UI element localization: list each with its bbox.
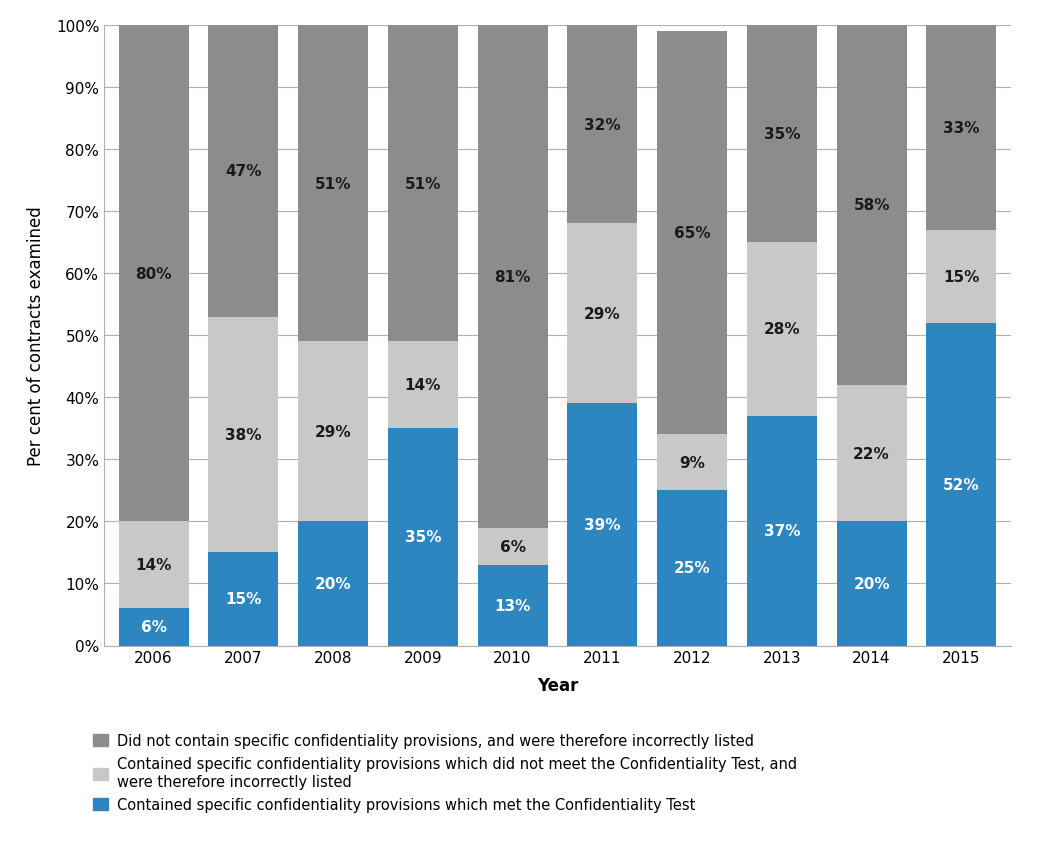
Text: 13%: 13%: [494, 598, 530, 613]
Text: 6%: 6%: [499, 539, 525, 554]
Y-axis label: Per cent of contracts examined: Per cent of contracts examined: [27, 206, 45, 466]
Bar: [119, 522, 189, 609]
Bar: [208, 317, 278, 553]
Bar: [477, 26, 548, 528]
Text: 33%: 33%: [943, 121, 979, 136]
Bar: [298, 342, 368, 522]
Text: 20%: 20%: [315, 576, 351, 592]
Text: 29%: 29%: [315, 424, 351, 439]
Bar: [926, 324, 996, 646]
Bar: [477, 528, 548, 565]
Bar: [747, 417, 817, 646]
Text: 35%: 35%: [764, 127, 800, 142]
Text: 32%: 32%: [584, 117, 621, 133]
Bar: [658, 435, 727, 491]
Bar: [658, 32, 727, 435]
Bar: [567, 224, 638, 404]
Bar: [208, 26, 278, 317]
Text: 14%: 14%: [135, 558, 172, 573]
Bar: [388, 429, 457, 646]
Text: 14%: 14%: [404, 378, 441, 393]
Text: 51%: 51%: [404, 177, 441, 191]
Bar: [388, 342, 457, 429]
Text: 35%: 35%: [404, 530, 441, 545]
Text: 9%: 9%: [679, 455, 705, 470]
Text: 15%: 15%: [225, 592, 262, 607]
X-axis label: Year: Year: [537, 677, 578, 695]
Bar: [119, 26, 189, 522]
Bar: [837, 26, 907, 386]
Bar: [837, 386, 907, 522]
Text: 28%: 28%: [764, 322, 800, 338]
Text: 37%: 37%: [764, 523, 800, 539]
Bar: [208, 553, 278, 646]
Bar: [298, 522, 368, 646]
Text: 29%: 29%: [584, 307, 621, 322]
Text: 81%: 81%: [494, 269, 530, 284]
Text: 80%: 80%: [135, 266, 172, 282]
Text: 20%: 20%: [853, 576, 890, 592]
Text: 25%: 25%: [674, 561, 711, 576]
Bar: [388, 26, 457, 342]
Bar: [298, 26, 368, 342]
Bar: [119, 609, 189, 646]
Bar: [477, 565, 548, 646]
Text: 47%: 47%: [225, 164, 262, 179]
Bar: [567, 26, 638, 224]
Text: 15%: 15%: [943, 269, 979, 284]
Legend: Did not contain specific confidentiality provisions, and were therefore incorrec: Did not contain specific confidentiality…: [94, 734, 797, 812]
Text: 65%: 65%: [674, 226, 711, 241]
Text: 6%: 6%: [141, 620, 167, 635]
Bar: [926, 26, 996, 231]
Bar: [926, 231, 996, 324]
Bar: [747, 243, 817, 417]
Text: 51%: 51%: [315, 177, 351, 191]
Bar: [658, 491, 727, 646]
Bar: [567, 404, 638, 646]
Text: 52%: 52%: [943, 477, 979, 492]
Text: 58%: 58%: [853, 198, 890, 214]
Bar: [747, 26, 817, 243]
Text: 39%: 39%: [585, 517, 621, 532]
Bar: [837, 522, 907, 646]
Text: 22%: 22%: [853, 446, 890, 461]
Text: 38%: 38%: [225, 427, 262, 443]
